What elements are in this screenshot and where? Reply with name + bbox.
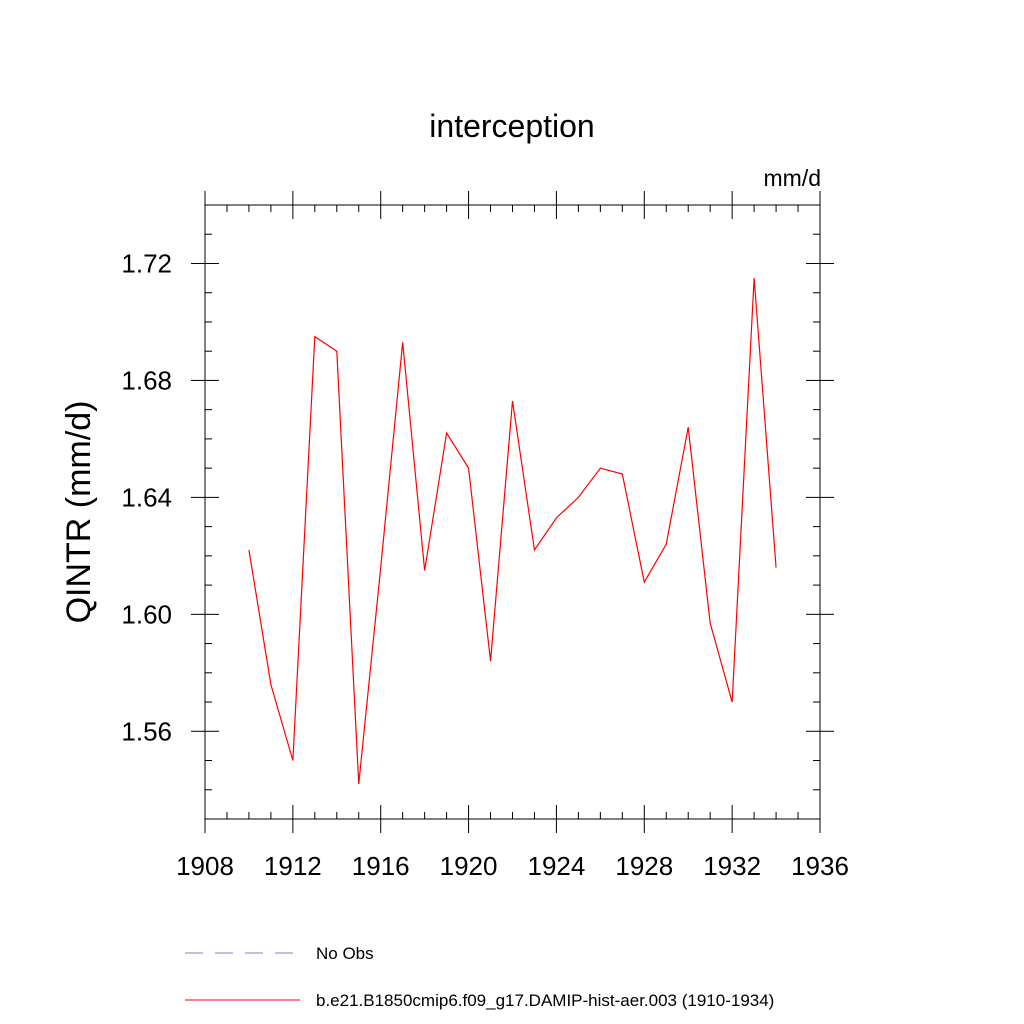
x-tick-label: 1916 xyxy=(352,851,410,881)
x-tick-label: 1936 xyxy=(791,851,849,881)
y-axis-label: QINTR (mm/d) xyxy=(60,401,98,624)
x-tick-label: 1920 xyxy=(440,851,498,881)
y-tick-label: 1.72 xyxy=(121,248,172,278)
series-line-0 xyxy=(248,278,777,784)
legend-label-no-obs: No Obs xyxy=(316,944,374,963)
x-tick-label: 1908 xyxy=(176,851,234,881)
y-tick-label: 1.64 xyxy=(121,482,172,512)
x-tick-label: 1928 xyxy=(615,851,673,881)
x-tick-label: 1932 xyxy=(703,851,761,881)
y-tick-label: 1.60 xyxy=(121,599,172,629)
tick-labels: 1908 1912 1916 1920 1924 1928 1932 1936 1.56 1.60… xyxy=(121,248,849,881)
units-label: mm/d xyxy=(764,165,822,191)
plot-frame xyxy=(204,204,821,820)
y-tick-label: 1.68 xyxy=(121,365,172,395)
legend: No Obs b.e21.B1850cmip6.f09_g17.DAMIP-hi… xyxy=(185,944,774,1010)
axis-ticks xyxy=(191,191,834,833)
plot-area xyxy=(191,191,834,833)
x-tick-label: 1912 xyxy=(264,851,322,881)
y-tick-label: 1.56 xyxy=(121,716,172,746)
series-layer xyxy=(248,278,777,784)
x-tick-label: 1924 xyxy=(528,851,586,881)
legend-label-model: b.e21.B1850cmip6.f09_g17.DAMIP-hist-aer.… xyxy=(316,991,774,1010)
chart-title: interception xyxy=(429,108,594,144)
